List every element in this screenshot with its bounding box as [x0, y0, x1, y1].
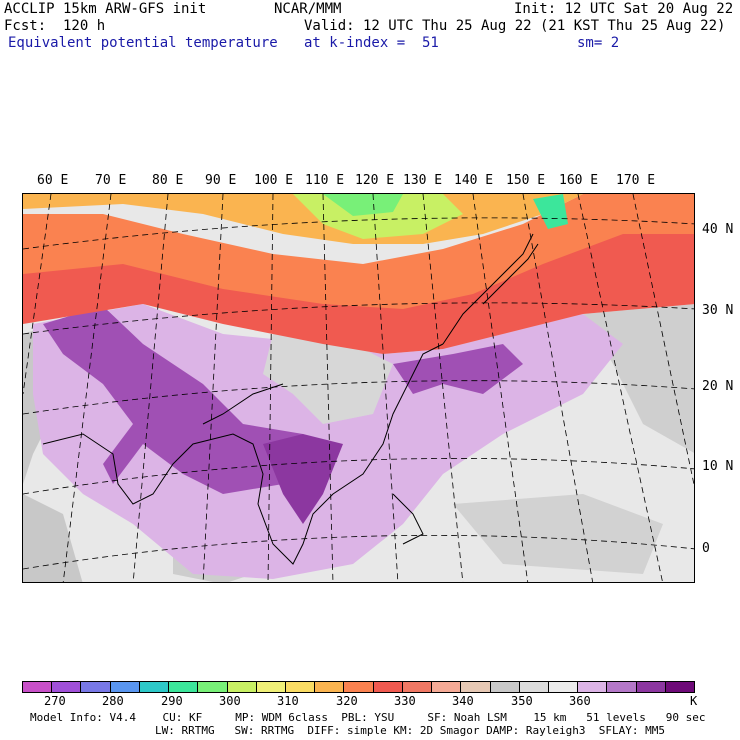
level-index: at k-index = 51 — [304, 35, 439, 51]
colorbar-swatch-18 — [548, 682, 579, 692]
colorbar-swatch-6 — [198, 682, 228, 692]
colorbar-swatch-17 — [519, 682, 549, 692]
init-time: Init: 12 UTC Sat 20 Aug 22 — [514, 1, 734, 17]
green-band-light — [293, 194, 463, 239]
colorbar-tick-330: 330 — [394, 694, 416, 708]
colorbar-swatch-4 — [139, 682, 170, 692]
colorbar-swatch-2 — [81, 682, 111, 692]
colorbar-swatch-1 — [52, 682, 82, 692]
meridian-70e — [62, 194, 112, 582]
meridian-80e — [132, 194, 169, 582]
map-panel — [22, 193, 695, 583]
colorbar-swatch-12 — [373, 682, 403, 692]
meridian-140e — [472, 194, 529, 582]
graticule — [23, 194, 694, 582]
organization: NCAR/MMM — [274, 1, 342, 17]
colorbar-swatch-7 — [227, 682, 257, 692]
colorbar-swatch-14 — [432, 682, 462, 692]
colorbar-swatch-5 — [169, 682, 199, 692]
colorbar-tick-320: 320 — [336, 694, 358, 708]
colorbar-tick-360: 360 — [569, 694, 591, 708]
colorbar-tick-300: 300 — [219, 694, 241, 708]
graticule-30n — [23, 302, 694, 335]
lat-label-10n: 10 N — [702, 459, 734, 474]
colorbar-swatch-8 — [256, 682, 286, 692]
colorbar-swatch-21 — [636, 682, 666, 692]
lon-label-60e: 60 E — [37, 173, 69, 188]
colorbar-swatch-9 — [285, 682, 316, 692]
lon-label-130e: 130 E — [403, 173, 443, 188]
lon-label-120e: 120 E — [355, 173, 395, 188]
lon-label-170e: 170 E — [616, 173, 656, 188]
green-band — [323, 194, 403, 216]
lat-label-0: 0 — [702, 541, 710, 556]
red-band — [23, 194, 694, 354]
colorbar-swatch-10 — [315, 682, 345, 692]
lon-label-70e: 70 E — [95, 173, 127, 188]
lat-label-40n: 40 N — [702, 222, 734, 237]
model-title: ACCLIP 15km ARW-GFS init — [4, 1, 207, 17]
colorbar-swatch-3 — [110, 682, 140, 692]
gray-patch-sw — [23, 494, 83, 582]
lat-label-20n: 20 N — [702, 379, 734, 394]
model-info-line2: LW: RRTMG SW: RRTMG DIFF: simple KM: 2D … — [155, 724, 665, 737]
colorbar-tick-290: 290 — [161, 694, 183, 708]
colorbar-tick-270: 270 — [44, 694, 66, 708]
purple-core-indochina — [263, 434, 343, 524]
border-himalaya — [202, 383, 284, 425]
meridian-110e — [322, 194, 334, 582]
lon-label-100e: 100 E — [254, 173, 294, 188]
meridian-120e — [372, 194, 399, 582]
theta-e-field-plot — [23, 194, 694, 582]
colorbar-tick-340: 340 — [452, 694, 474, 708]
lon-label-150e: 150 E — [506, 173, 546, 188]
coastline-south-asia — [42, 343, 444, 565]
smoothing: sm= 2 — [577, 35, 620, 51]
meridian-100e — [267, 194, 274, 582]
graticule-40n — [23, 217, 694, 250]
meridian-150e — [522, 194, 594, 582]
purple-core-pacific — [393, 344, 523, 394]
coastline-east-asia — [442, 233, 534, 345]
orange-band — [23, 194, 694, 309]
lon-label-160e: 160 E — [559, 173, 599, 188]
gray-patch-south — [453, 494, 663, 574]
colorbar-tick-280: 280 — [102, 694, 124, 708]
valid-time: Valid: 12 UTC Thu 25 Aug 22 (21 KST Thu … — [304, 18, 726, 34]
lon-label-80e: 80 E — [152, 173, 184, 188]
purple-core-india — [43, 306, 323, 494]
colorbar-swatch-0 — [23, 682, 53, 692]
lon-label-110e: 110 E — [305, 173, 345, 188]
colorbar-tick-310: 310 — [277, 694, 299, 708]
coastlines — [42, 233, 539, 565]
colorbar-swatch-11 — [344, 682, 374, 692]
colorbar-swatch-13 — [402, 682, 433, 692]
meridian-60e — [23, 194, 52, 395]
colorbar-swatch-20 — [607, 682, 637, 692]
colorbar-swatch-16 — [490, 682, 520, 692]
colorbar-tick-350: 350 — [511, 694, 533, 708]
lat-label-30n: 30 N — [702, 303, 734, 318]
colorbar-swatch-15 — [461, 682, 491, 692]
meridian-160e — [577, 194, 663, 582]
colorbar-swatch-19 — [578, 682, 608, 692]
meridian-170e — [632, 194, 694, 487]
forecast-hour: Fcst: 120 h — [4, 18, 106, 34]
coastline-philippines — [392, 493, 424, 545]
colorbar — [22, 681, 695, 693]
meridian-130e — [422, 194, 464, 582]
lon-label-140e: 140 E — [454, 173, 494, 188]
meridian-90e — [202, 194, 224, 582]
green-patch-east — [533, 194, 568, 229]
lon-label-90e: 90 E — [205, 173, 237, 188]
colorbar-swatch-22 — [665, 682, 695, 692]
model-info-line1: Model Info: V4.4 CU: KF MP: WDM 6class P… — [30, 711, 706, 724]
colorbar-unit: K — [690, 694, 698, 708]
coastline-japan — [482, 243, 539, 305]
field-name: Equivalent potential temperature — [8, 35, 278, 51]
